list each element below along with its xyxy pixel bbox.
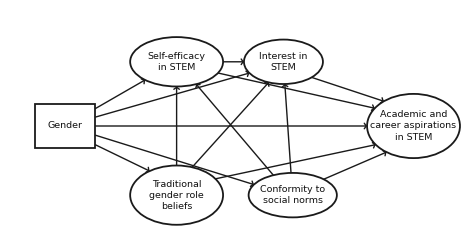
Text: Interest in
STEM: Interest in STEM [259,52,308,72]
Ellipse shape [130,37,223,86]
Text: Gender: Gender [47,121,82,131]
Text: Self-efficacy
in STEM: Self-efficacy in STEM [147,52,206,72]
Text: Traditional
gender role
beliefs: Traditional gender role beliefs [149,179,204,211]
Text: Conformity to
social norms: Conformity to social norms [260,185,325,205]
Ellipse shape [130,166,223,225]
Ellipse shape [248,173,337,217]
Ellipse shape [367,94,460,158]
Text: Academic and
career aspirations
in STEM: Academic and career aspirations in STEM [371,110,456,142]
FancyBboxPatch shape [35,104,95,148]
Ellipse shape [244,40,323,84]
